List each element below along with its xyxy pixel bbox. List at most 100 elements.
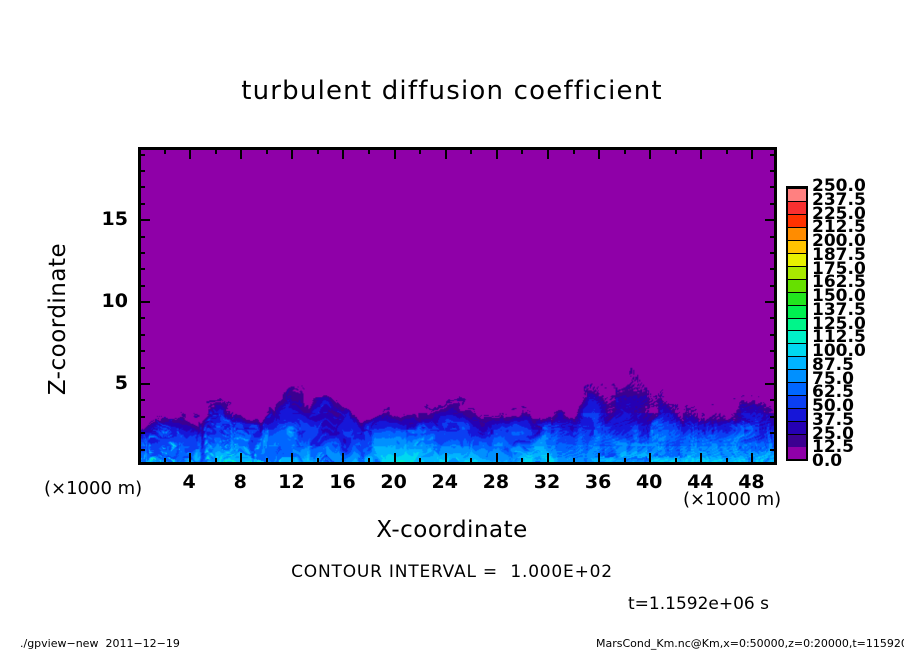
colorbar-tick-label: 162.5 (812, 272, 866, 293)
y-tick-right (770, 268, 776, 270)
x-tick (215, 458, 217, 464)
x-tick-label: 36 (584, 471, 612, 493)
y-tick-right (770, 317, 776, 319)
x-tick (726, 458, 728, 464)
colorbar-band (788, 395, 806, 409)
x-tick-label: 16 (329, 471, 356, 493)
x-tick-label: 24 (431, 471, 458, 493)
y-tick-right (770, 170, 776, 172)
colorbar-band (788, 265, 806, 279)
y-tick (139, 170, 145, 172)
x-tick-label: 20 (380, 471, 407, 493)
x-tick-top (751, 148, 753, 159)
contour-interval-note: CONTOUR INTERVAL = 1.000E+02 (291, 562, 613, 582)
y-tick-right (770, 449, 776, 451)
y-tick-right (765, 219, 776, 221)
x-tick-top (368, 148, 370, 154)
colorbar-tick-label: 187.5 (812, 244, 866, 265)
y-tick (139, 432, 145, 434)
x-tick-label: 12 (278, 471, 305, 493)
x-tick-label: 44 (687, 471, 714, 493)
x-tick (317, 458, 319, 464)
colorbar-band (788, 382, 806, 396)
colorbar-band (788, 291, 806, 305)
x-tick (598, 453, 600, 464)
x-tick-top (649, 148, 651, 159)
y-tick-right (770, 285, 776, 287)
x-tick-label: 28 (482, 471, 510, 493)
y-tick (139, 334, 145, 336)
x-tick (649, 453, 651, 464)
x-tick (266, 458, 268, 464)
y-tick (139, 301, 150, 303)
contour-field-canvas (141, 150, 774, 462)
x-tick-top (445, 148, 447, 159)
x-tick-label: 48 (738, 471, 765, 493)
y-tick-right (770, 399, 776, 401)
x-tick (624, 458, 626, 464)
colorbar-tick-label: 237.5 (812, 189, 866, 210)
y-tick-right (770, 432, 776, 434)
x-tick-top (215, 148, 217, 154)
y-tick-right (770, 186, 776, 188)
colorbar-label-layer: 0.0 12.5 25.0 37.5 50.0 62.5 75.0 87.5 100.0 112.… (812, 176, 892, 471)
colorbar-band (788, 304, 806, 318)
x-tick-top (675, 148, 677, 154)
y-tick (139, 203, 145, 205)
colorbar-tick-label: 112.5 (812, 327, 866, 348)
x-tick-top (189, 148, 191, 159)
x-tick (675, 458, 677, 464)
colorbar-tick-label: 75.0 (812, 368, 854, 389)
x-tick-top (521, 148, 523, 154)
footer-dataset: MarsCond_Km.nc@Km,x=0:50000,z=0:20000,t=… (596, 637, 904, 650)
colorbar (786, 186, 808, 461)
colorbar-tick-label: 225.0 (812, 203, 866, 224)
colorbar-tick-label: 200.0 (812, 231, 866, 251)
colorbar-band (788, 330, 806, 344)
y-tick-right (770, 367, 776, 369)
x-tick-top (240, 148, 242, 159)
y-tick (139, 317, 145, 319)
colorbar-tick-label: 137.5 (812, 299, 866, 320)
colorbar-band (788, 447, 806, 459)
plot-title: turbulent diffusion coefficient (241, 76, 663, 106)
x-tick-top (470, 148, 472, 154)
x-tick-top (573, 148, 575, 154)
y-tick (139, 252, 145, 254)
x-tick (189, 453, 191, 464)
x-tick (700, 453, 702, 464)
y-tick-right (770, 236, 776, 238)
colorbar-band (788, 239, 806, 253)
colorbar-tick-label: 212.5 (812, 217, 866, 238)
colorbar-tick-label: 250.0 (812, 176, 866, 196)
x-tick (419, 458, 421, 464)
x-tick (291, 453, 293, 464)
colorbar-band (788, 369, 806, 383)
y-tick (139, 449, 145, 451)
x-tick-top (164, 148, 166, 154)
y-tick (139, 383, 150, 385)
x-tick (573, 458, 575, 464)
x-tick-label: 8 (233, 471, 247, 493)
x-tick-top (394, 148, 396, 159)
y-axis-unit-label: (×1000 m) (44, 478, 143, 499)
x-tick (521, 458, 523, 464)
x-tick-label: 40 (635, 471, 663, 493)
colorbar-tick-label: 87.5 (812, 354, 854, 375)
colorbar-band (788, 421, 806, 435)
y-tick-right (765, 301, 776, 303)
x-tick-top (291, 148, 293, 159)
x-tick-top (624, 148, 626, 154)
x-tick (240, 453, 242, 464)
colorbar-band (788, 356, 806, 370)
x-tick (470, 458, 472, 464)
x-tick (751, 453, 753, 464)
colorbar-tick-label: 125.0 (812, 313, 866, 334)
colorbar-tick-label: 50.0 (812, 396, 854, 416)
x-tick (547, 453, 549, 464)
y-tick-label: 15 (101, 208, 128, 231)
x-axis-unit-label: (×1000 m) (683, 489, 782, 510)
colorbar-band (788, 187, 806, 201)
colorbar-tick-label: 175.0 (812, 258, 866, 279)
